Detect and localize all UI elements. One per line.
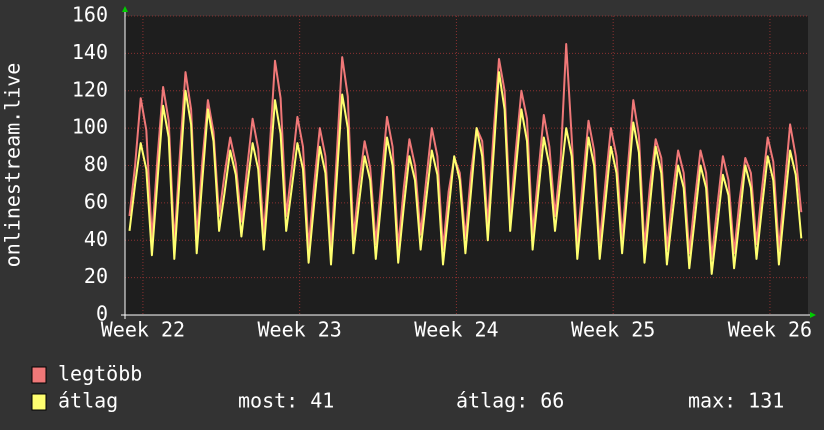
x-tick-label: Week 23 — [258, 318, 342, 342]
stat-label: most: — [238, 389, 298, 413]
stat-label: max: — [688, 389, 736, 413]
stat-value: 41 — [310, 389, 334, 413]
x-tick-label: Week 25 — [571, 318, 655, 342]
y-tick-label: 60 — [84, 189, 108, 213]
y-tick-label: 80 — [84, 152, 108, 176]
plot-area — [125, 16, 808, 315]
legend-label: átlag — [58, 389, 118, 413]
y-tick-label: 160 — [72, 3, 108, 27]
x-arrow — [810, 312, 816, 318]
series-line — [128, 71, 803, 275]
series-line — [128, 43, 803, 260]
stat-value: 131 — [748, 389, 784, 413]
stat-value: 66 — [540, 389, 564, 413]
x-tick-label: Week 24 — [414, 318, 498, 342]
y-tick-label: 0 — [96, 302, 108, 326]
y-tick-label: 20 — [84, 264, 108, 288]
legend-swatch — [31, 393, 47, 411]
y-tick-label: 140 — [72, 40, 108, 64]
y-arrow — [122, 6, 128, 12]
x-tick-label: Week 22 — [101, 318, 185, 342]
y-tick-label: 40 — [84, 227, 108, 251]
x-tick-label: Week 26 — [728, 318, 812, 342]
y-tick-label: 120 — [72, 77, 108, 101]
y-tick-label: 100 — [72, 115, 108, 139]
y-axis-label: onlinestream.live — [1, 63, 25, 268]
legend-label: legtöbb — [58, 362, 142, 386]
legend-swatch — [31, 366, 47, 384]
stat-label: átlag: — [456, 389, 528, 413]
